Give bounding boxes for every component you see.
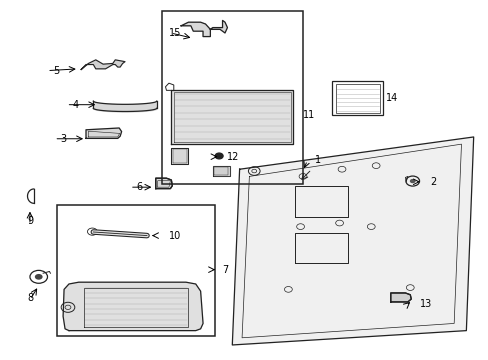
Text: 12: 12 bbox=[227, 152, 239, 162]
Text: 8: 8 bbox=[27, 293, 33, 303]
Text: 5: 5 bbox=[53, 66, 59, 76]
Text: 9: 9 bbox=[27, 216, 33, 226]
Polygon shape bbox=[210, 21, 227, 33]
Polygon shape bbox=[171, 90, 293, 144]
Circle shape bbox=[409, 179, 415, 183]
Polygon shape bbox=[212, 166, 229, 176]
Text: 13: 13 bbox=[419, 299, 431, 309]
Bar bbox=[57, 205, 215, 336]
Bar bbox=[161, 12, 303, 184]
Polygon shape bbox=[63, 282, 203, 330]
Text: 15: 15 bbox=[168, 28, 181, 38]
Polygon shape bbox=[81, 60, 125, 69]
Text: 7: 7 bbox=[222, 265, 228, 275]
Circle shape bbox=[35, 274, 42, 280]
Text: 11: 11 bbox=[303, 111, 315, 121]
Polygon shape bbox=[171, 148, 188, 164]
Circle shape bbox=[215, 153, 223, 159]
Bar bbox=[331, 81, 383, 116]
Text: 2: 2 bbox=[429, 177, 435, 187]
Polygon shape bbox=[390, 293, 410, 302]
Polygon shape bbox=[232, 137, 473, 345]
Bar bbox=[335, 84, 379, 113]
Text: 14: 14 bbox=[385, 93, 397, 103]
Polygon shape bbox=[181, 22, 210, 37]
Text: 10: 10 bbox=[168, 231, 181, 240]
Text: 3: 3 bbox=[61, 134, 66, 144]
Text: 1: 1 bbox=[315, 155, 321, 165]
Polygon shape bbox=[156, 178, 172, 189]
Text: 6: 6 bbox=[136, 182, 142, 192]
Text: 4: 4 bbox=[72, 100, 79, 110]
Polygon shape bbox=[86, 128, 122, 138]
